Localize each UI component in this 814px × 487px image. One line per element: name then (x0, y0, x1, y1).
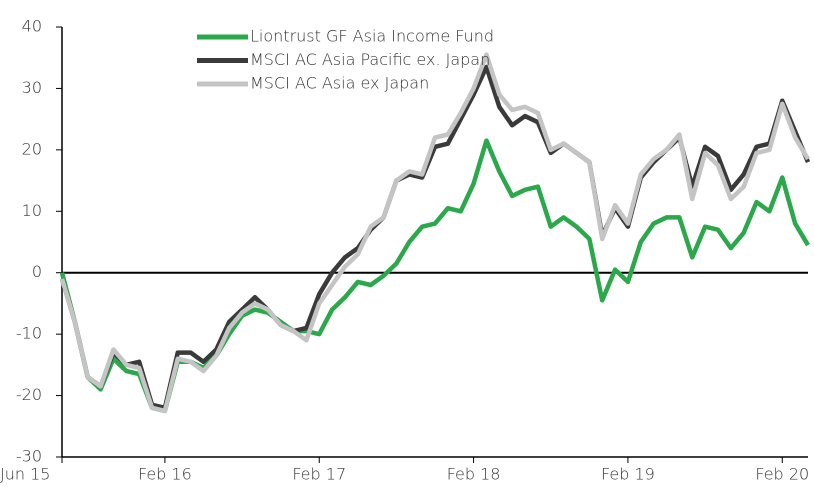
x-tick-label: Feb 16 (138, 465, 192, 484)
legend-label: MSCI AC Asia ex Japan (250, 74, 429, 93)
series-line (59, 64, 811, 411)
y-tick-label: 10 (22, 201, 42, 220)
series-line (59, 52, 810, 414)
y-tick-label: 40 (22, 17, 42, 36)
x-tick-label: Jun 15 (0, 465, 50, 484)
x-tick-label: Feb 19 (601, 465, 655, 484)
x-tick-label: Feb 17 (292, 465, 346, 484)
y-tick-label: -20 (16, 385, 42, 404)
y-tick-label: -10 (16, 324, 42, 343)
y-tick-label: 20 (22, 139, 42, 158)
y-tick-label: 30 (22, 78, 42, 97)
y-tick-label: -30 (16, 447, 42, 466)
x-tick-label: Feb 18 (447, 465, 501, 484)
x-tick-label: Feb 20 (755, 465, 809, 484)
legend-label: MSCI AC Asia Pacific ex. Japan (250, 50, 490, 69)
y-tick-label: 0 (32, 262, 42, 281)
legend-label: Liontrust GF Asia Income Fund (250, 27, 494, 46)
